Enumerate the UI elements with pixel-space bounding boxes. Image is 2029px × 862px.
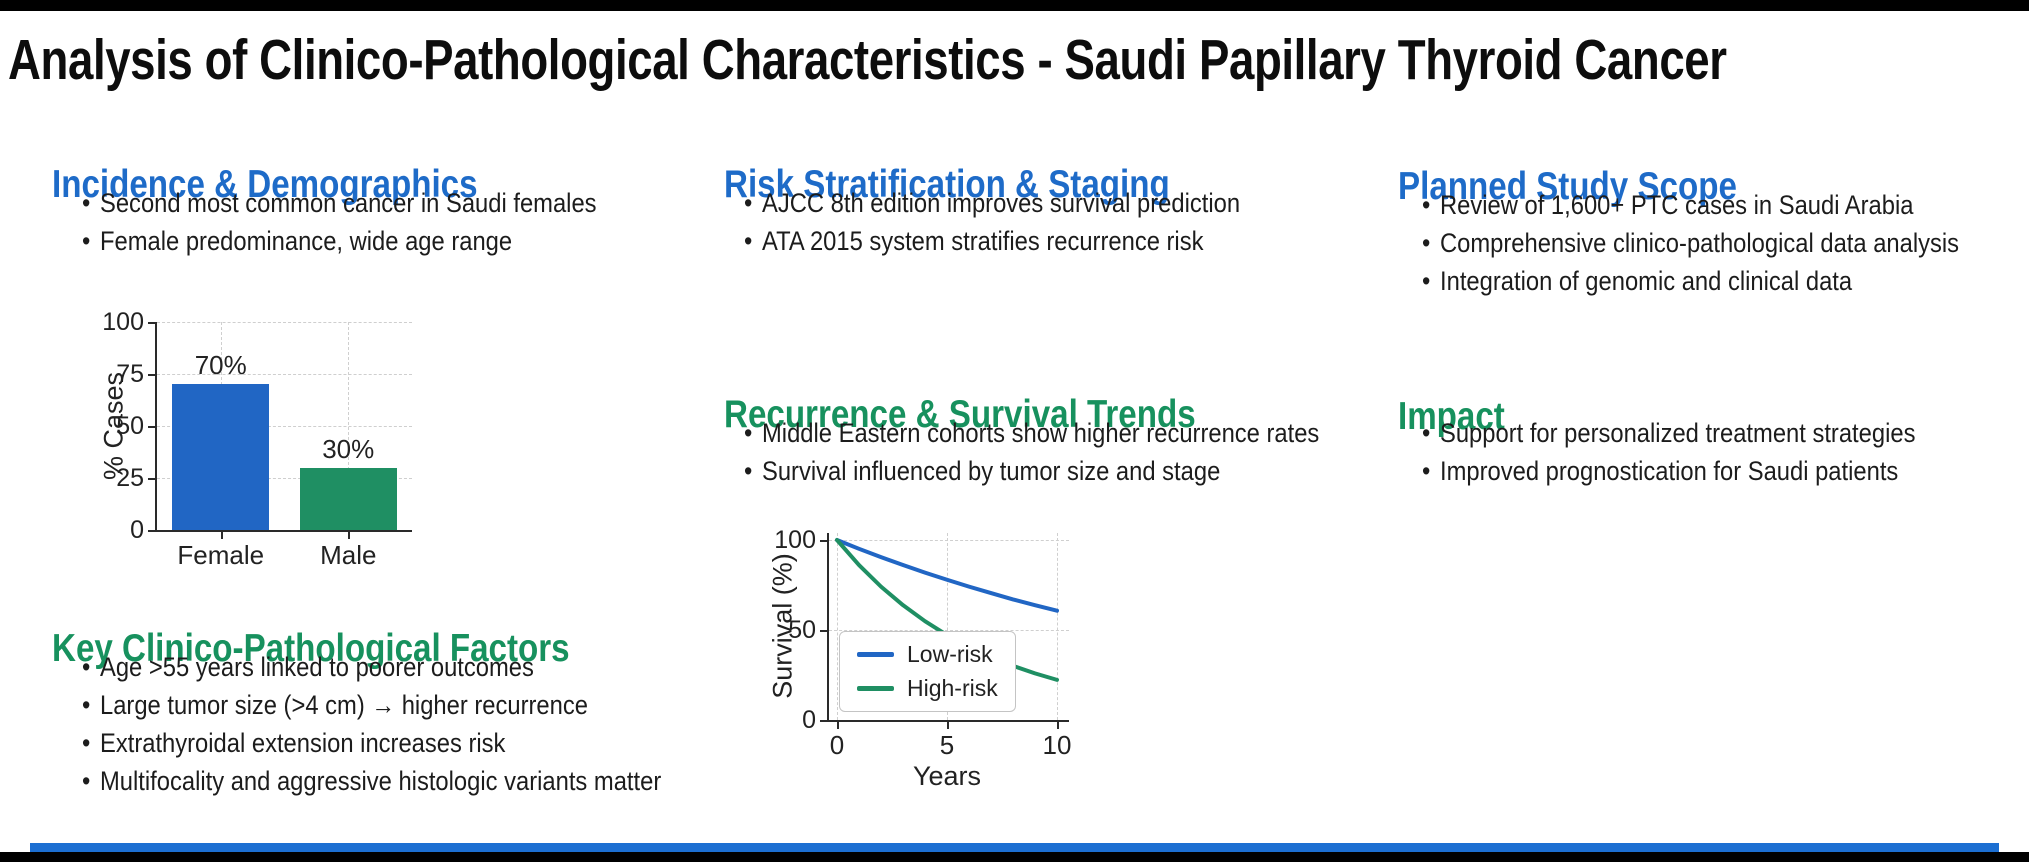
bullet-item: Improved prognostication for Saudi patie… xyxy=(1422,452,1915,490)
line-chart-x-axis-label: Years xyxy=(912,761,982,791)
page-title: Analysis of Clinico-Pathological Charact… xyxy=(8,28,1727,92)
bullet-item: Female predominance, wide age range xyxy=(82,222,597,260)
y-tick xyxy=(820,720,829,722)
y-tick xyxy=(148,426,157,428)
legend: Low-risk High-risk xyxy=(839,631,1016,712)
legend-entry-low-risk: Low-risk xyxy=(857,643,998,666)
y-tick xyxy=(148,322,157,324)
factors-bullets: Age >55 years linked to poorer outcomes … xyxy=(82,648,661,800)
gridline xyxy=(157,478,412,479)
survival-line-chart: Survival (%) Years 0 50 100 0 5 10 Low-risk Hig… xyxy=(765,503,1105,798)
top-border xyxy=(0,0,2029,11)
incidence-bullets: Second most common cancer in Saudi femal… xyxy=(82,184,597,260)
y-tick xyxy=(148,530,157,532)
bar-female xyxy=(172,384,270,530)
x-tick-label: 5 xyxy=(939,730,955,760)
y-tick-label: 50 xyxy=(788,616,816,644)
risk-bullets: AJCC 8th edition improves survival predi… xyxy=(744,184,1240,260)
x-tick-label: Female xyxy=(177,540,265,570)
bar-male xyxy=(299,467,397,530)
x-tick xyxy=(348,530,351,539)
x-tick-label: Male xyxy=(320,540,377,570)
gridline xyxy=(157,426,412,427)
gender-bar-chart: % Cases 0 25 50 75 100 Female 70% Male 30% xyxy=(98,298,428,578)
impact-bullets: Support for personalized treatment strat… xyxy=(1422,414,1915,490)
x-tick xyxy=(220,530,223,539)
bullet-item: Comprehensive clinico-pathological data … xyxy=(1422,224,1959,262)
gridline xyxy=(157,322,412,323)
gridline xyxy=(157,374,412,375)
bullet-item: Second most common cancer in Saudi femal… xyxy=(82,184,597,222)
y-tick-label: 25 xyxy=(116,464,144,492)
bullet-item: Support for personalized treatment strat… xyxy=(1422,414,1915,452)
y-tick-label: 100 xyxy=(102,308,144,336)
bullet-item: Large tumor size (>4 cm) → higher recurr… xyxy=(82,686,661,724)
bullet-item: Survival influenced by tumor size and st… xyxy=(744,452,1319,490)
legend-swatch-low-risk xyxy=(857,652,894,657)
bullet-item: Middle Eastern cohorts show higher recur… xyxy=(744,414,1319,452)
y-tick-label: 0 xyxy=(130,516,144,544)
y-tick-label: 0 xyxy=(802,706,816,734)
gridline xyxy=(829,630,1069,631)
legend-label: High-risk xyxy=(907,675,998,701)
bullet-item: ATA 2015 system stratifies recurrence ri… xyxy=(744,222,1240,260)
y-tick xyxy=(820,540,829,542)
legend-label: Low-risk xyxy=(907,641,993,667)
scope-bullets: Review of 1,600+ PTC cases in Saudi Arab… xyxy=(1422,186,1959,300)
x-tick-label: 10 xyxy=(1042,730,1072,760)
y-tick xyxy=(148,478,157,480)
bullet-item: AJCC 8th edition improves survival predi… xyxy=(744,184,1240,222)
y-tick xyxy=(148,374,157,376)
bar-value-label: 70% xyxy=(194,350,247,381)
bullet-item: Multifocality and aggressive histologic … xyxy=(82,762,661,800)
curve-low-risk xyxy=(835,538,1059,613)
y-tick-label: 50 xyxy=(116,412,144,440)
x-tick xyxy=(947,720,949,729)
bottom-border xyxy=(0,852,2029,862)
gridline xyxy=(837,533,838,720)
legend-swatch-high-risk xyxy=(857,686,894,691)
bar-value-label: 30% xyxy=(322,433,375,464)
line-plot-area: 0 50 100 0 5 10 Low-risk High-risk xyxy=(774,526,1071,760)
y-tick-label: 75 xyxy=(116,360,144,388)
y-tick-label: 100 xyxy=(774,526,816,554)
legend-entry-high-risk: High-risk xyxy=(857,677,998,700)
x-tick-label: 0 xyxy=(829,730,845,760)
gridline xyxy=(947,533,948,720)
gridline xyxy=(1057,533,1058,720)
bullet-item: Integration of genomic and clinical data xyxy=(1422,262,1959,300)
bar-plot-area: 0 25 50 75 100 Female 70% Male 30% xyxy=(102,308,412,570)
bullet-item: Review of 1,600+ PTC cases in Saudi Arab… xyxy=(1422,186,1959,224)
bullet-item: Extrathyroidal extension increases risk xyxy=(82,724,661,762)
bullet-item: Age >55 years linked to poorer outcomes xyxy=(82,648,661,686)
gridline xyxy=(829,540,1069,541)
y-tick xyxy=(820,630,829,632)
recurrence-bullets: Middle Eastern cohorts show higher recur… xyxy=(744,414,1319,490)
x-tick xyxy=(1057,720,1059,729)
footer-accent-bar xyxy=(30,843,1999,852)
gridline xyxy=(348,322,350,530)
x-tick xyxy=(837,720,839,729)
